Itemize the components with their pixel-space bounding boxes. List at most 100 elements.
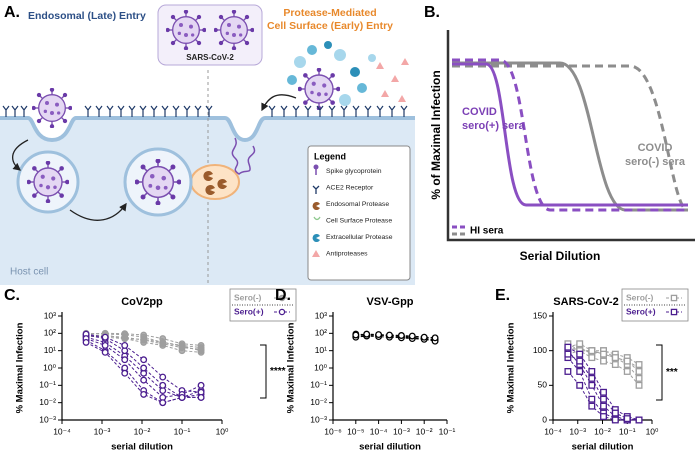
significance-label: **** — [270, 366, 286, 377]
marker — [121, 369, 129, 377]
marker — [278, 308, 286, 316]
curve — [452, 64, 688, 212]
marker — [635, 368, 643, 375]
charts: C. CoV2pp % Maximal Infection serial diluti… — [4, 287, 689, 451]
legend-label: HI sera — [470, 226, 504, 237]
marker — [600, 402, 607, 410]
y-tick-label: 10⁻¹ — [310, 380, 327, 390]
significance-bracket — [260, 344, 267, 399]
y-tick-label: 150 — [533, 310, 547, 320]
endosomal-proteases — [203, 170, 227, 196]
y-axis-label: % Maximal Infection — [15, 322, 26, 413]
panel-label: D. — [275, 287, 291, 304]
marker — [121, 341, 129, 349]
marker — [386, 331, 393, 339]
marker — [635, 374, 643, 382]
x-tick-label: 10⁻³ — [393, 426, 410, 436]
marker — [375, 331, 383, 339]
x-tick-label: 10⁻² — [134, 426, 151, 436]
marker — [670, 294, 678, 302]
marker — [140, 376, 148, 384]
legend-label: Sero(-) — [234, 292, 262, 302]
receptor — [205, 105, 213, 117]
chart-title: CoV2pp — [121, 296, 163, 308]
y-tick-label: 10⁰ — [43, 362, 56, 372]
membrane — [0, 116, 415, 143]
marker — [611, 416, 619, 424]
curve-label: COVID — [638, 142, 673, 154]
curve — [452, 61, 688, 212]
marker — [600, 395, 607, 403]
marker — [140, 356, 148, 364]
receptor — [316, 105, 324, 117]
y-tick-label: 10⁰ — [314, 362, 327, 372]
receptor — [2, 105, 10, 117]
marker — [588, 395, 596, 403]
receptor — [20, 105, 28, 117]
receptor — [388, 105, 396, 117]
marker — [564, 350, 572, 358]
x-tick-label: 10⁻² — [416, 426, 433, 436]
marker — [82, 338, 90, 346]
marker — [178, 342, 186, 350]
receptor — [328, 105, 336, 117]
marker — [101, 333, 109, 341]
marker — [408, 332, 416, 340]
marker — [635, 416, 643, 424]
receptor — [352, 105, 360, 117]
marker — [121, 356, 129, 364]
y-tick-label: 10² — [44, 328, 56, 338]
y-tick-label: 10¹ — [315, 345, 327, 355]
marker — [588, 368, 596, 375]
curve-label: sero(-) sera — [625, 156, 686, 168]
curve — [452, 58, 688, 212]
y-tick-label: 10¹ — [44, 345, 56, 355]
marker — [159, 381, 167, 389]
marker — [159, 338, 167, 346]
marker — [121, 335, 129, 343]
legend-label: Endosomal Protease — [326, 201, 389, 208]
y-tick-label: 10² — [315, 328, 327, 338]
x-axis-label: Serial Dilution — [520, 249, 601, 263]
marker — [623, 368, 631, 375]
y-tick-label: 0 — [542, 414, 547, 424]
curve-label: sero(+) sera — [462, 120, 526, 132]
marker — [431, 334, 439, 342]
virus-icon — [214, 10, 254, 50]
entry-title: Protease-Mediated — [283, 7, 376, 19]
host-label: Host cell — [10, 267, 48, 278]
panel-label: C. — [4, 287, 20, 304]
receptor — [304, 105, 312, 117]
marker — [197, 393, 205, 401]
marker — [611, 361, 619, 368]
receptor — [268, 105, 276, 117]
receptor — [172, 105, 180, 117]
lysosome — [190, 164, 240, 200]
marker — [140, 364, 148, 372]
chart: D. VSV-Gpp % Maximal Infection serial dilut… — [275, 287, 456, 451]
x-tick-label: 10⁻¹ — [174, 426, 191, 436]
marker — [576, 340, 584, 348]
receptor — [292, 105, 300, 117]
axes — [446, 30, 695, 242]
marker — [588, 381, 596, 389]
receptor — [106, 105, 114, 117]
y-tick-label: 10⁻¹ — [39, 380, 56, 390]
marker — [197, 347, 205, 355]
marker — [623, 415, 631, 423]
receptor — [340, 105, 348, 117]
panel-label: B. — [424, 4, 440, 21]
x-axis-label: serial dilution — [359, 442, 421, 451]
y-tick-label: 10³ — [44, 310, 56, 320]
y-axis-label: % of Maximal Infection — [429, 70, 443, 199]
antiproteases — [376, 58, 409, 102]
curve — [452, 62, 688, 207]
receptor — [150, 105, 158, 117]
y-axis-label: % Maximal Infection — [286, 322, 297, 413]
x-tick-label: 10⁻² — [594, 426, 611, 436]
marker — [600, 357, 607, 365]
marker — [397, 332, 405, 339]
legend-icons — [312, 164, 321, 257]
legend-box — [307, 145, 411, 281]
